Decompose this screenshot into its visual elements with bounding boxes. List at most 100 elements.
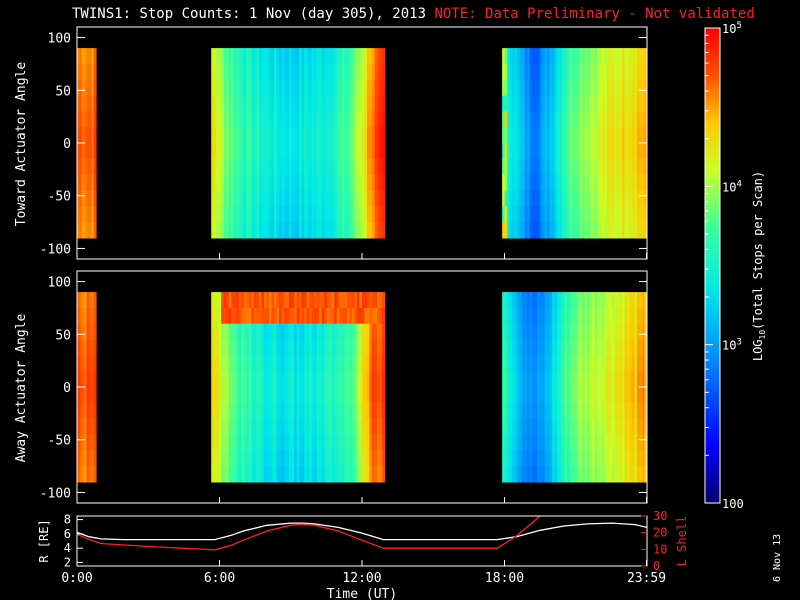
heatmap-cell: [547, 292, 551, 309]
heatmap-cell: [223, 450, 227, 467]
heatmap-cell: [274, 307, 278, 325]
heatmap-cell: [594, 158, 598, 176]
heatmap-cell: [534, 307, 538, 325]
heatmap-cell: [304, 450, 308, 467]
heatmap-cell: [592, 466, 596, 483]
heatmap-cell: [314, 111, 318, 128]
heatmap-cell: [514, 79, 518, 97]
heatmap-cell: [238, 371, 242, 388]
heatmap-cell: [211, 418, 215, 436]
heatmap-cell: [233, 418, 237, 436]
heatmap-cell: [599, 387, 603, 404]
heatmap-cell: [587, 111, 591, 128]
heatmap-cell: [379, 307, 383, 325]
heatmap-cell: [359, 387, 363, 404]
heatmap-cell: [582, 95, 586, 112]
heatmap-cell: [324, 63, 328, 81]
heatmap-cell: [228, 111, 232, 128]
heatmap-cell: [263, 355, 268, 372]
heatmap-cell: [268, 307, 273, 325]
heatmap-cell: [589, 371, 593, 388]
heatmap-cell: [296, 206, 300, 223]
heatmap-cell: [592, 355, 596, 372]
heatmap-cell: [256, 387, 260, 404]
heatmap-cell: [356, 355, 361, 372]
heatmap-cell: [549, 79, 553, 97]
heatmap-cell: [644, 418, 647, 436]
heatmap-cell: [579, 323, 583, 341]
heatmap-cell: [306, 387, 310, 404]
heatmap-cell: [584, 48, 588, 65]
heatmap-cell: [251, 402, 255, 420]
heatmap-cell: [639, 63, 643, 81]
heatmap-cell: [562, 450, 566, 467]
heatmap-cell: [246, 466, 250, 483]
heatmap-cell: [268, 339, 273, 356]
heatmap-cell: [612, 292, 616, 309]
heatmap-cell: [554, 48, 558, 65]
heatmap-cell: [319, 95, 323, 112]
heatmap-cell: [587, 127, 591, 144]
heatmap-cell: [622, 158, 626, 176]
heatmap-cell: [93, 434, 97, 451]
heatmap-cell: [213, 371, 217, 388]
heatmap-cell: [574, 79, 578, 97]
heatmap-cell: [544, 206, 548, 223]
heatmap-cell: [632, 158, 636, 176]
heatmap-cell: [537, 402, 541, 420]
heatmap-cell: [507, 206, 511, 223]
heatmap-cell: [539, 190, 543, 207]
heatmap-cell: [614, 466, 618, 483]
heatmap-cell: [243, 63, 247, 81]
heatmap-cell: [632, 402, 636, 420]
heatmap-cell: [238, 95, 242, 112]
heatmap-cell: [309, 434, 313, 451]
heatmap-cell: [339, 127, 343, 144]
heatmap-cell: [223, 190, 227, 207]
heatmap-cell: [537, 206, 541, 223]
heatmap-cell: [377, 190, 381, 207]
heatmap-cell: [331, 402, 335, 420]
heatmap-cell: [517, 143, 521, 160]
heatmap-cell: [599, 402, 603, 420]
heatmap-cell: [321, 434, 325, 451]
heatmap-cell: [607, 206, 611, 223]
heatmap-cell: [314, 222, 318, 239]
heatmap-cell: [299, 48, 303, 65]
heatmap-cell: [334, 450, 338, 467]
heatmap-cell: [517, 48, 521, 65]
heatmap-cell: [296, 95, 300, 112]
heatmap-cell: [329, 323, 333, 341]
heatmap-cell: [228, 307, 232, 325]
xtick-label: 12:00: [342, 571, 381, 586]
heatmap-cell: [582, 79, 586, 97]
heatmap-cell: [276, 143, 280, 160]
heatmap-cell: [627, 190, 631, 207]
heatmap-cell: [339, 174, 343, 192]
heatmap-cell: [622, 371, 626, 388]
heatmap-cell: [514, 158, 518, 176]
heatmap-cell: [527, 355, 531, 372]
heatmap-cell: [233, 95, 237, 112]
heatmap-cell: [263, 339, 268, 356]
heatmap-cell: [339, 79, 343, 97]
heatmap-cell: [261, 48, 265, 65]
heatmap-cell: [504, 79, 508, 97]
heatmap-cell: [617, 63, 621, 81]
heatmap-cell: [284, 402, 288, 420]
heatmap-cell: [542, 127, 546, 144]
heatmap-cell: [77, 63, 80, 81]
heatmap-cell: [572, 143, 576, 160]
heatmap-cell: [316, 190, 320, 207]
heatmap-cell: [637, 323, 641, 341]
heatmap-cell: [253, 355, 258, 372]
heatmap-cell: [311, 355, 315, 372]
heatmap-cell: [514, 355, 518, 372]
heatmap-cell: [559, 143, 563, 160]
heatmap-cell: [374, 95, 378, 112]
heatmap-cell: [93, 371, 97, 388]
heatmap-cell: [537, 434, 541, 451]
heatmap-cell: [274, 323, 278, 341]
heatmap-cell: [314, 174, 318, 192]
